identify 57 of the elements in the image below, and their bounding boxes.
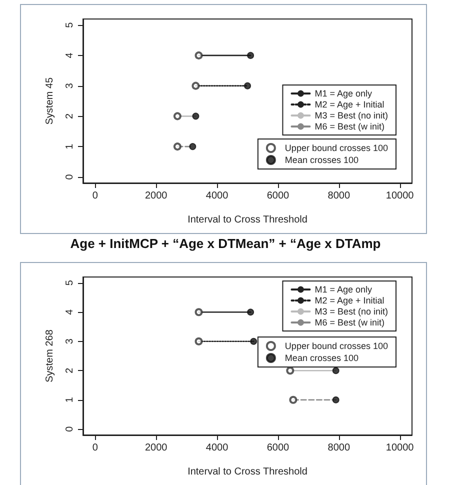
legend-label: M3 = Best (no init) xyxy=(314,110,388,120)
point xyxy=(194,337,203,346)
y-tick-label: 3 xyxy=(64,338,76,344)
x-tick-label: 0 xyxy=(92,442,98,454)
y-tick-label: 4 xyxy=(64,308,76,315)
y-tick-label: 5 xyxy=(64,22,76,28)
point xyxy=(173,142,182,151)
x-axis-title: Interval to Cross Threshold xyxy=(188,214,308,226)
y-axis-title: System 45 xyxy=(44,76,56,125)
x-tick-label: 0 xyxy=(92,190,98,202)
point xyxy=(192,82,200,90)
x-tick-label: 2000 xyxy=(144,190,168,202)
text: Age + InitMCP + “Age x DTMean” + “Age x DTAmp xyxy=(69,236,382,251)
legend-label: M6 = Best (w init) xyxy=(314,318,384,328)
x-tick-label: 4000 xyxy=(206,442,229,454)
y-tick-label: 1 xyxy=(64,396,76,403)
legend-label: M1 = Age only xyxy=(314,88,373,98)
x-tick-label: 4000 xyxy=(206,190,229,202)
point xyxy=(289,396,298,404)
legend-label: M2 = Age + Initial xyxy=(314,100,384,110)
x-tick-label: 10000 xyxy=(386,190,414,202)
point xyxy=(244,82,251,90)
point xyxy=(250,338,258,345)
x-tick-label: 6000 xyxy=(266,442,290,454)
x-tick-label: 6000 xyxy=(266,190,290,202)
legend-label: Mean crosses 100 xyxy=(284,155,358,165)
y-tick-label: 2 xyxy=(64,367,76,374)
point xyxy=(332,396,340,404)
y-tick-label: 4 xyxy=(64,52,76,58)
y-tick-label: 0 xyxy=(64,174,76,180)
y-tick-label: 2 xyxy=(64,112,76,119)
point xyxy=(189,143,196,150)
x-tick-label: 8000 xyxy=(328,442,350,454)
legend-label: M3 = Best (no init) xyxy=(314,306,388,316)
x-tick-label: 10000 xyxy=(386,442,414,454)
y-tick-label: 3 xyxy=(64,82,76,89)
point xyxy=(247,52,254,59)
point xyxy=(332,367,340,374)
legend-label: Upper bound crosses 100 xyxy=(284,341,388,351)
y-tick-label: 0 xyxy=(64,426,76,432)
point xyxy=(286,366,294,375)
x-tick-label: 8000 xyxy=(328,190,350,202)
legend-label: M6 = Best (w init) xyxy=(314,122,384,132)
legend-label: Mean crosses 100 xyxy=(284,353,358,363)
y-tick-label: 1 xyxy=(64,143,76,150)
y-tick-label: 5 xyxy=(64,280,76,286)
x-axis-title: Interval to Cross Threshold xyxy=(188,466,308,478)
x-tick-label: 2000 xyxy=(144,442,168,454)
y-axis-title: System 268 xyxy=(44,329,56,382)
legend-label: M2 = Age + Initial xyxy=(314,296,384,306)
point xyxy=(247,308,254,316)
point xyxy=(194,51,203,60)
legend-label: M1 = Age only xyxy=(314,284,373,294)
point xyxy=(173,112,182,120)
legend-label: Upper bound crosses 100 xyxy=(284,143,388,153)
point xyxy=(192,112,200,120)
point xyxy=(194,308,203,316)
